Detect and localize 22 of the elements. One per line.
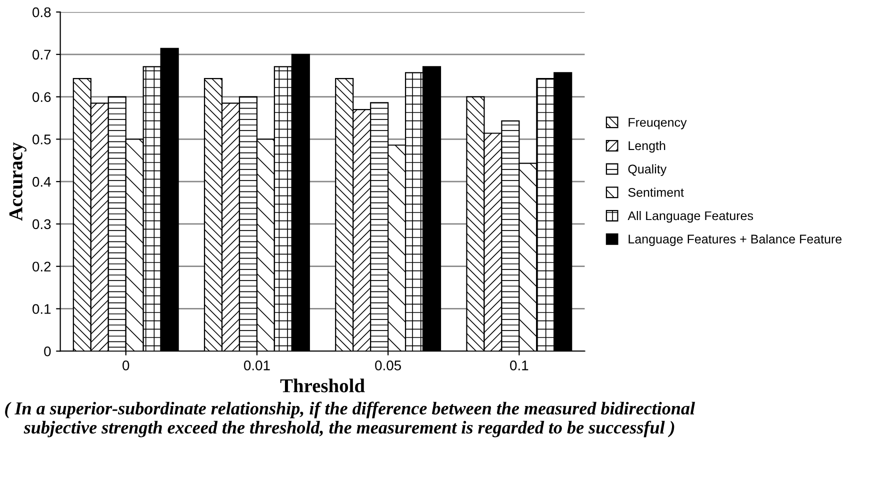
legend-label: Language Features + Balance Feature [628,234,842,246]
x-tick-label: 0 [122,360,130,370]
y-tick-label: 0.2 [32,262,51,272]
y-tick-label: 0.8 [32,7,51,18]
y-tick-label: 0.6 [32,92,51,102]
text: ( In a superior-subordinate relationship, if the difference between the measured bidirectional subjective strength exceed the threshold, the measurement is regarded to be successful ) [5,402,695,438]
legend-label: Freuqency [628,118,687,130]
y-axis-title: Accuracy [9,142,26,221]
legend-label: All Language Features [628,210,754,223]
y-tick-label: 0.3 [32,219,51,230]
y-tick-label: 0 [44,346,51,356]
x-tick-label: 0.1 [510,360,528,370]
legend-label: Length [628,140,666,153]
legend-label: Quality [628,164,667,176]
x-axis-title: Threshold [280,378,365,392]
x-tick-label: 0.05 [375,360,401,370]
y-tick-label: 0.4 [32,176,51,187]
x-tick-label: 0.01 [244,360,270,370]
y-tick-label: 0.5 [32,134,51,144]
y-tick-label: 0.7 [32,50,51,60]
y-tick-label: 0.1 [32,304,51,314]
legend-label: Sentiment [628,188,684,197]
